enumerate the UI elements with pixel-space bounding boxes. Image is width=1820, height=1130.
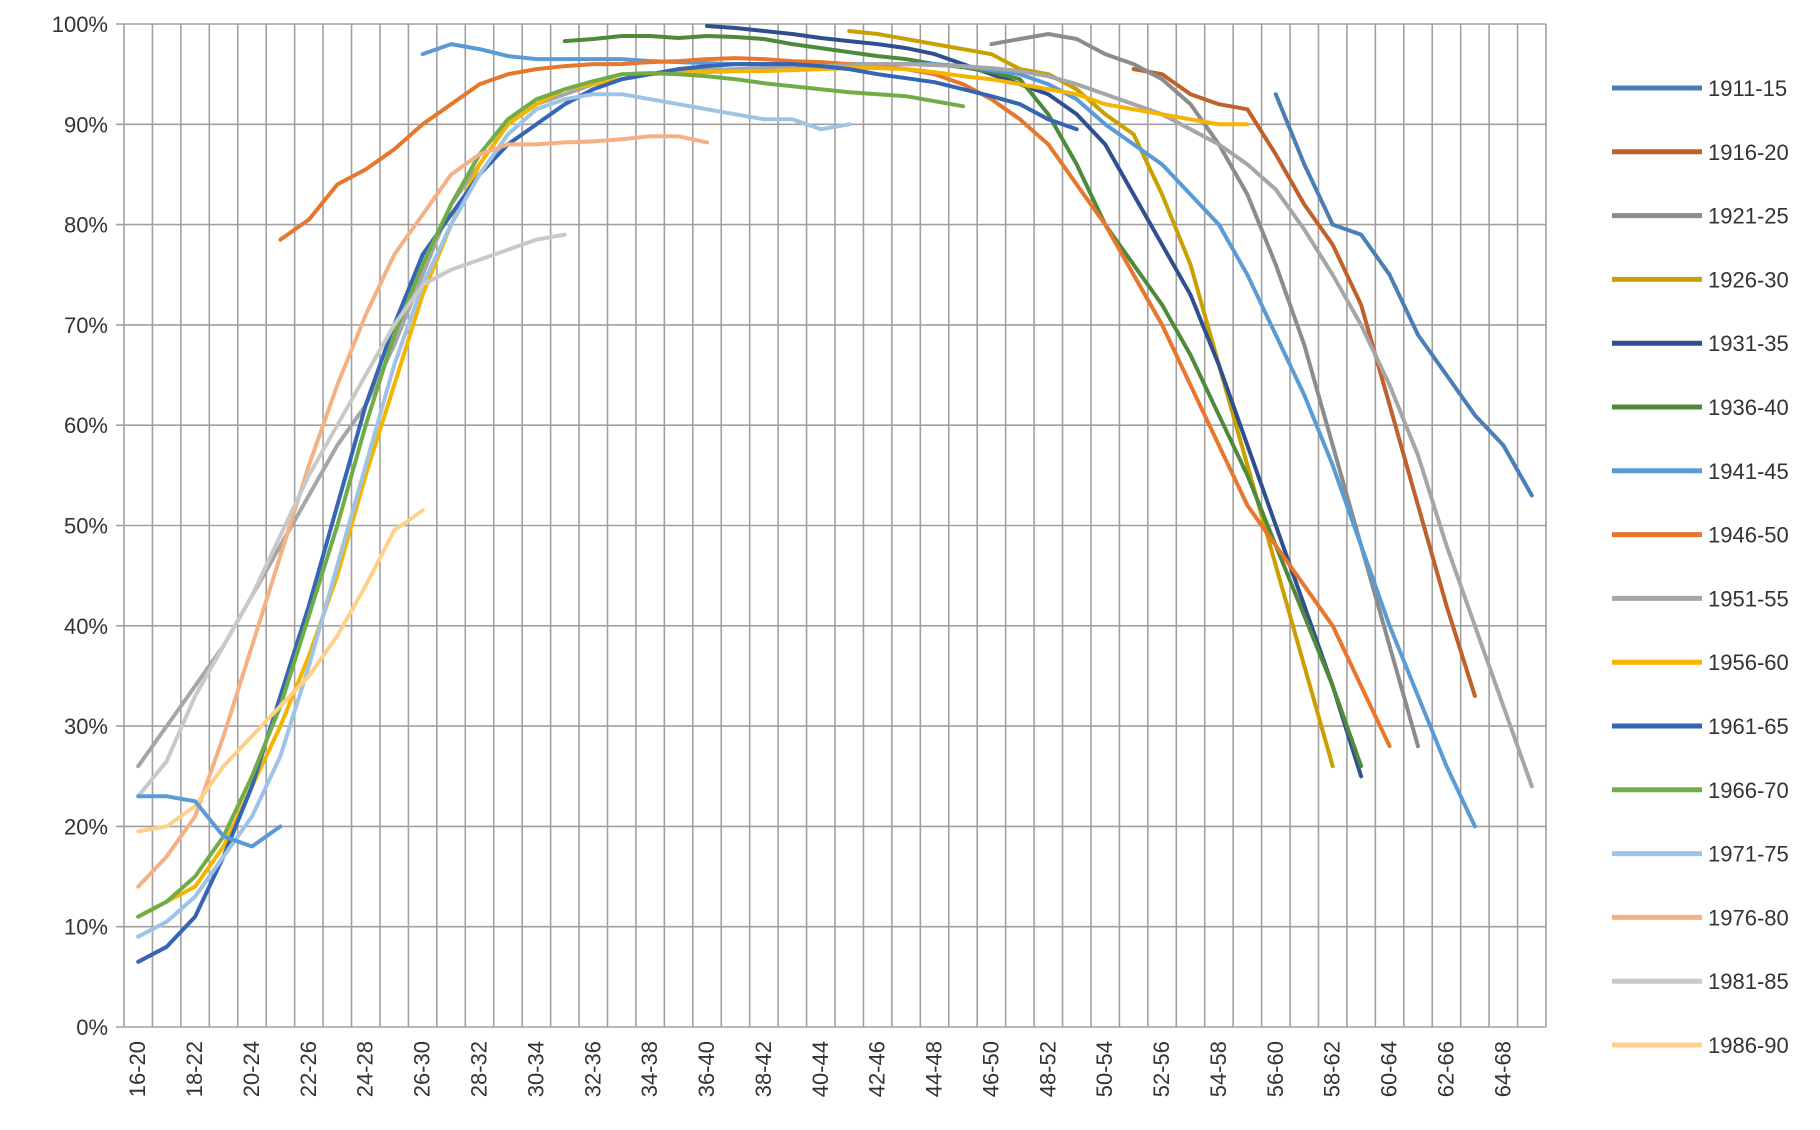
legend-label: 1911-15 bbox=[1708, 76, 1787, 101]
legend-label: 1951-55 bbox=[1708, 586, 1789, 611]
series-line bbox=[136, 62, 1079, 964]
x-tick-label: 46-50 bbox=[978, 1041, 1003, 1097]
series-line bbox=[136, 71, 965, 919]
legend-label: 1976-80 bbox=[1708, 905, 1789, 930]
y-tick-label: 90% bbox=[64, 112, 108, 137]
legend-label: 1936-40 bbox=[1708, 395, 1789, 420]
x-axis-ticks: 16-20 18-22 20-24 22-26 24-28 26-30 28-32 30-34… bbox=[125, 1041, 1515, 1097]
x-tick-label: 32-36 bbox=[580, 1041, 605, 1097]
x-tick-label: 20-24 bbox=[239, 1041, 264, 1097]
legend-label: 1981-85 bbox=[1708, 969, 1789, 994]
x-tick-label: 54-58 bbox=[1206, 1041, 1231, 1097]
x-tick-label: 24-28 bbox=[353, 1041, 378, 1097]
y-tick-label: 50% bbox=[64, 514, 108, 539]
x-tick-label: 58-62 bbox=[1320, 1041, 1345, 1097]
y-tick-label: 60% bbox=[64, 413, 108, 438]
x-tick-label: 60-64 bbox=[1377, 1041, 1402, 1097]
legend-label: 1956-60 bbox=[1708, 650, 1789, 675]
legend-label: 1916-20 bbox=[1708, 140, 1789, 165]
x-tick-label: 50-54 bbox=[1092, 1041, 1117, 1097]
legend-label: 1931-35 bbox=[1708, 331, 1789, 356]
series-line bbox=[1131, 67, 1477, 698]
x-tick-label: 36-40 bbox=[694, 1041, 719, 1097]
x-tick-label: 26-30 bbox=[410, 1041, 435, 1097]
series-lines bbox=[136, 24, 1534, 964]
y-tick-label: 80% bbox=[64, 213, 108, 238]
legend-label: 1921-25 bbox=[1708, 204, 1789, 229]
series-line bbox=[136, 794, 283, 849]
series-line bbox=[136, 134, 709, 889]
x-tick-label: 52-56 bbox=[1149, 1041, 1174, 1097]
series-line bbox=[136, 232, 567, 799]
x-tick-label: 34-38 bbox=[637, 1041, 662, 1097]
y-axis-ticks: 0% 10% 20% 30% 40% 50% 60% 70% 80% 90% 100% bbox=[52, 12, 108, 1040]
legend-label: 1966-70 bbox=[1708, 778, 1789, 803]
legend-label: 1941-45 bbox=[1708, 459, 1789, 484]
x-tick-label: 64-68 bbox=[1490, 1041, 1515, 1097]
legend-label: 1986-90 bbox=[1708, 1033, 1789, 1058]
x-tick-label: 38-42 bbox=[751, 1041, 776, 1097]
x-tick-label: 56-60 bbox=[1263, 1041, 1288, 1097]
x-tick-label: 44-48 bbox=[922, 1041, 947, 1097]
x-tick-label: 40-44 bbox=[808, 1041, 833, 1097]
legend-label: 1961-65 bbox=[1708, 714, 1789, 739]
x-tick-label: 16-20 bbox=[125, 1041, 150, 1097]
series-line bbox=[136, 508, 425, 834]
legend-label: 1971-75 bbox=[1708, 842, 1789, 867]
x-tick-label: 18-22 bbox=[182, 1041, 207, 1097]
x-tick-label: 42-46 bbox=[865, 1041, 890, 1097]
x-tick-label: 48-52 bbox=[1035, 1041, 1060, 1097]
y-tick-label: 100% bbox=[52, 12, 108, 37]
y-tick-label: 30% bbox=[64, 714, 108, 739]
x-tick-label: 62-66 bbox=[1433, 1041, 1458, 1097]
y-tick-label: 0% bbox=[76, 1015, 108, 1040]
x-tick-label: 30-34 bbox=[523, 1041, 548, 1097]
series-line bbox=[278, 56, 1392, 749]
x-tick-label: 22-26 bbox=[296, 1041, 321, 1097]
y-tick-label: 70% bbox=[64, 313, 108, 338]
y-tick-label: 40% bbox=[64, 614, 108, 639]
series-line bbox=[705, 24, 1364, 779]
series-line bbox=[989, 32, 1420, 749]
series-line bbox=[136, 92, 852, 939]
series-line bbox=[1273, 92, 1534, 498]
legend-label: 1926-30 bbox=[1708, 267, 1789, 292]
series-line bbox=[562, 34, 1364, 769]
y-tick-label: 10% bbox=[64, 915, 108, 940]
legend-label: 1946-50 bbox=[1708, 523, 1789, 548]
legend: 1911-15 1916-20 1921-25 1926-30 1931-35 1936-… bbox=[1612, 76, 1789, 1058]
x-tick-label: 28-32 bbox=[467, 1041, 492, 1097]
y-tick-label: 20% bbox=[64, 814, 108, 839]
